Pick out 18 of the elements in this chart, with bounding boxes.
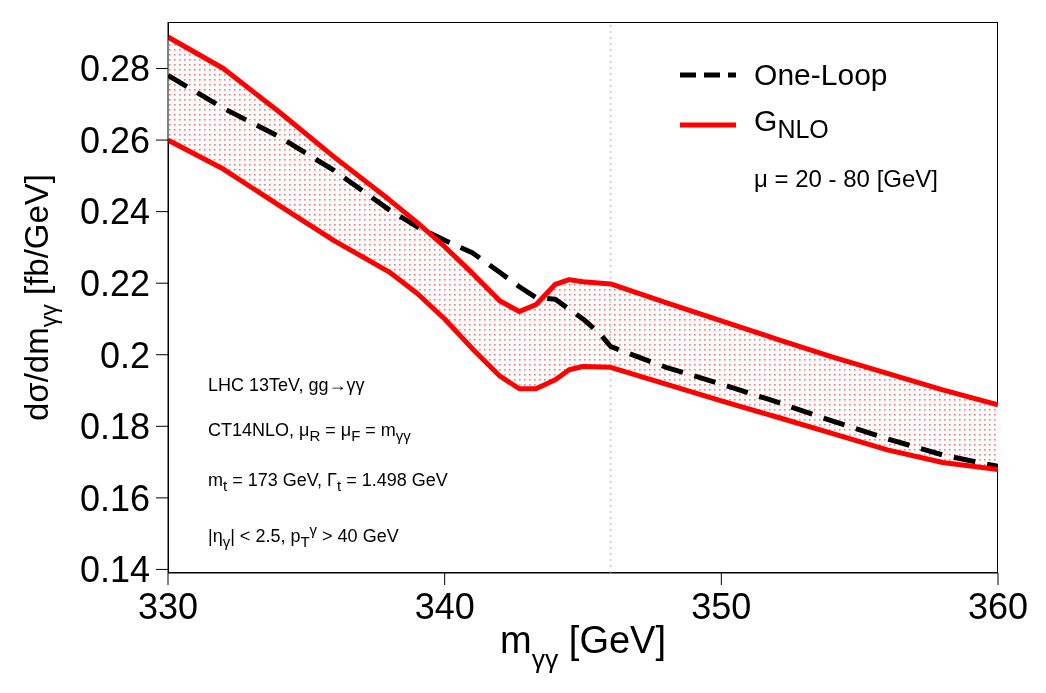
annotation: LHC 13TeV, gg→γγ — [208, 374, 366, 397]
y-tick-label: 0.22 — [79, 262, 150, 304]
legend-label: One-Loop — [754, 57, 888, 93]
x-axis-title: m$_{γγ}$ [GeV] — [500, 619, 666, 674]
y-tick-label: 0.16 — [79, 477, 150, 519]
legend-label: G$_{NLO}$ — [754, 103, 829, 145]
y-tick-label: 0.18 — [79, 406, 150, 448]
annotation: CT14NLO, μ$_{R}$ = μ$_{F}$ = m$_{γγ}$ — [208, 419, 412, 446]
y-tick-label: 0.24 — [79, 191, 150, 233]
annotation: m$_{t}$ = 173 GeV, Γ$_{t}$ = 1.498 GeV — [208, 468, 448, 496]
y-tick-label: 0.2 — [99, 334, 150, 376]
annotation: μ = 20 - 80 [GeV] — [754, 164, 938, 194]
y-tick-label: 0.28 — [79, 48, 150, 90]
x-tick-label: 360 — [967, 585, 1029, 627]
x-tick-label: 350 — [691, 585, 752, 627]
y-tick-label: 0.26 — [79, 119, 150, 161]
x-tick-label: 340 — [414, 585, 475, 627]
annotation: |η$_{γ}$| < 2.5, p$_{T}$$^{γ}$ > 40 GeV — [208, 520, 400, 552]
